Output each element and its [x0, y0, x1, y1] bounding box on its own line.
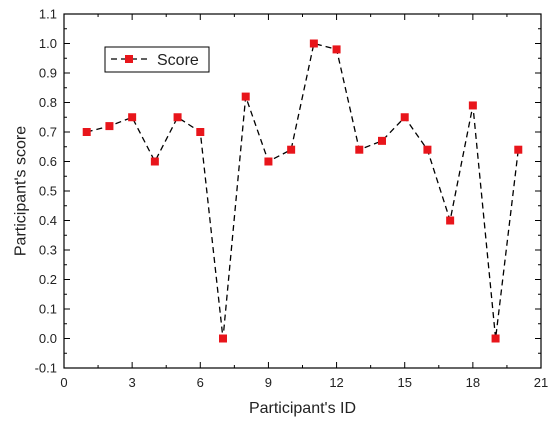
y-tick-label: 0.7: [39, 125, 57, 140]
y-tick-label: 1.0: [39, 36, 57, 51]
score-point: [514, 145, 523, 154]
score-point: [264, 157, 273, 166]
y-tick-label: 1.1: [39, 7, 57, 22]
score-point: [423, 145, 432, 154]
legend-marker-sample: [125, 55, 133, 63]
x-tick-label: 0: [60, 375, 67, 390]
score-point: [309, 39, 318, 48]
score-point: [150, 157, 159, 166]
y-axis-title: Participant's score: [13, 126, 30, 256]
x-tick-label: 15: [397, 375, 411, 390]
score-point: [105, 122, 114, 131]
x-tick-label: 6: [197, 375, 204, 390]
score-point: [196, 128, 205, 136]
x-tick-label: 21: [534, 375, 548, 390]
y-tick-label: 0.6: [39, 154, 57, 169]
score-point: [241, 92, 250, 101]
legend: Score: [104, 46, 210, 73]
score-point: [446, 216, 455, 225]
score-markers: [82, 39, 523, 343]
y-tick-label: 0.3: [39, 243, 57, 258]
y-tick-label: 0.9: [39, 66, 57, 81]
y-tick-label: 0.5: [39, 184, 57, 199]
y-tick-label: 0.0: [39, 331, 57, 346]
score-point: [378, 136, 386, 145]
x-tick-label: 3: [129, 375, 136, 390]
x-tick-label: 12: [329, 375, 343, 390]
y-tick-label: 0.1: [39, 302, 57, 317]
score-point: [128, 113, 137, 122]
y-tick-label: 0.8: [39, 95, 57, 110]
score-point: [287, 145, 296, 154]
score-point: [468, 101, 477, 110]
legend-label-score: Score: [157, 52, 199, 69]
plot-frame: [63, 13, 542, 369]
score-point: [400, 113, 409, 122]
score-point: [219, 334, 227, 343]
score-point: [82, 128, 91, 136]
y-tick-label: 0.4: [39, 213, 57, 228]
x-tick-label: 18: [466, 375, 480, 390]
score-series-line: [86, 42, 519, 339]
x-axis-title: Participant's ID: [249, 400, 356, 417]
tick-labels: 0 3 6 9 12 15 18 21 -0.1 0.0 0.1 0.2 0.3 0.4 0.5 0.6 0.7…: [35, 7, 549, 391]
score-point: [173, 113, 182, 122]
score-point: [491, 334, 500, 343]
x-tick-label: 9: [265, 375, 272, 390]
score-point: [332, 45, 341, 54]
y-tick-label: -0.1: [35, 361, 57, 376]
y-tick-label: 0.2: [39, 272, 57, 287]
score-point: [355, 145, 364, 154]
